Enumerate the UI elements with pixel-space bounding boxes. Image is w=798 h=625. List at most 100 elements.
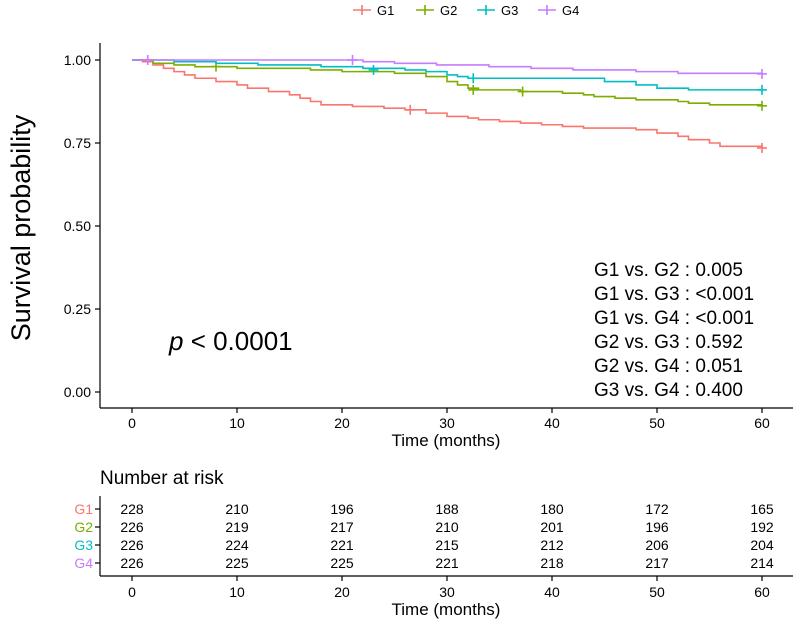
- risk-x-tick-label: 0: [128, 584, 136, 600]
- x-ticks: 0 10 20 30 40 50 60: [128, 408, 770, 431]
- risk-row-g4: G4 226 225 225 221 218 217 214: [74, 555, 774, 571]
- legend: G1 G2 G3 G4: [353, 3, 579, 18]
- risk-cell: 225: [225, 555, 249, 571]
- risk-cell: 226: [120, 537, 144, 553]
- censor-mark-g3: [468, 73, 479, 84]
- pairwise-line: G1 vs. G4 : <0.001: [594, 308, 754, 329]
- censor-mark-g1: [405, 104, 416, 115]
- risk-cell: 172: [645, 501, 669, 517]
- y-axis-title: Survival probability: [6, 114, 36, 341]
- legend-label: G3: [501, 3, 518, 18]
- risk-cell: 228: [120, 501, 144, 517]
- risk-x-tick-label: 20: [334, 584, 350, 600]
- risk-cell: 201: [540, 519, 564, 535]
- x-tick-label: 20: [334, 415, 350, 431]
- risk-cell: 226: [120, 555, 144, 571]
- censor-mark-g3: [757, 84, 767, 95]
- pairwise-line: G2 vs. G3 : 0.592: [594, 332, 743, 353]
- risk-cell: 196: [645, 519, 669, 535]
- y-ticks: 0.00 0.25 0.50 0.75 1.00: [64, 52, 100, 400]
- censor-mark-g1: [757, 142, 767, 153]
- legend-label: G2: [440, 3, 457, 18]
- pairwise-comparisons: G1 vs. G2 : 0.005 G1 vs. G3 : <0.001 G1 vs…: [594, 260, 754, 401]
- x-tick-label: 10: [229, 415, 245, 431]
- risk-cell: 218: [540, 555, 564, 571]
- legend-item-g3: G3: [477, 3, 518, 18]
- risk-x-tick-label: 40: [544, 584, 560, 600]
- risk-table-title: Number at risk: [100, 468, 224, 489]
- risk-row-g3: G3 226 224 221 215 212 206 204: [74, 537, 774, 553]
- risk-x-tick-label: 60: [754, 584, 770, 600]
- risk-cell: 180: [540, 501, 564, 517]
- pairwise-line: G1 vs. G3 : <0.001: [594, 284, 754, 305]
- risk-row-g1: G1 228 210 196 188 180 172 165: [74, 501, 774, 517]
- risk-cell: 210: [435, 519, 459, 535]
- p-value: < 0.0001: [183, 326, 292, 356]
- x-axis-title: Time (months): [392, 431, 501, 450]
- risk-cell: 212: [540, 537, 564, 553]
- risk-cell: 219: [225, 519, 249, 535]
- risk-row-label: G4: [74, 555, 93, 571]
- risk-cell: 204: [750, 537, 774, 553]
- risk-cell: 192: [750, 519, 774, 535]
- risk-cell: 221: [435, 555, 459, 571]
- y-tick-label: 0.50: [64, 218, 91, 234]
- y-tick-label: 0.25: [64, 301, 91, 317]
- legend-label: G4: [562, 3, 579, 18]
- risk-row-label: G1: [74, 501, 93, 517]
- risk-x-ticks: 0 10 20 30 40 50 60: [128, 576, 770, 600]
- risk-row-label: G2: [74, 519, 93, 535]
- risk-row-g2: G2 226 219 217 210 201 196 192: [74, 519, 774, 535]
- risk-cell: 188: [435, 501, 459, 517]
- x-tick-label: 30: [439, 415, 455, 431]
- risk-cell: 214: [750, 555, 774, 571]
- risk-x-axis-title: Time (months): [392, 600, 501, 619]
- risk-rows: G1 228 210 196 188 180 172 165 G2 226 219 217 210 201…: [74, 501, 774, 571]
- risk-cell: 215: [435, 537, 459, 553]
- y-tick-label: 0.00: [64, 384, 91, 400]
- p-symbol: p: [168, 326, 183, 356]
- survival-curve-g2: [132, 59, 763, 106]
- legend-item-g2: G2: [416, 3, 457, 18]
- risk-cell: 224: [225, 537, 249, 553]
- x-tick-label: 40: [544, 415, 560, 431]
- survival-curve-g4: [132, 59, 763, 75]
- risk-cell: 217: [645, 555, 669, 571]
- censor-mark-g4: [142, 55, 153, 65]
- risk-cell: 206: [645, 537, 669, 553]
- survival-curves: [132, 55, 767, 153]
- censor-mark-g2: [757, 100, 767, 111]
- censor-mark-g2: [517, 86, 528, 97]
- risk-x-tick-label: 30: [439, 584, 455, 600]
- y-tick-label: 1.00: [64, 52, 91, 68]
- main-plot: 0.00 0.25 0.50 0.75 1.00 0 10 20 30 40 50 60: [64, 43, 793, 431]
- x-tick-label: 50: [649, 415, 665, 431]
- censor-mark-g4: [757, 68, 767, 79]
- risk-cell: 221: [330, 537, 354, 553]
- pairwise-line: G2 vs. G4 : 0.051: [594, 356, 743, 377]
- y-tick-label: 0.75: [64, 135, 91, 151]
- x-tick-label: 60: [754, 415, 770, 431]
- risk-x-tick-label: 10: [229, 584, 245, 600]
- legend-item-g4: G4: [538, 3, 579, 18]
- x-tick-label: 0: [128, 415, 136, 431]
- censor-mark-g4: [347, 55, 358, 65]
- censor-mark-g2: [468, 84, 479, 95]
- risk-cell: 226: [120, 519, 144, 535]
- risk-row-label: G3: [74, 537, 93, 553]
- survival-curve-g3: [132, 59, 762, 91]
- risk-cell: 165: [750, 501, 774, 517]
- legend-item-g1: G1: [353, 3, 394, 18]
- risk-cell: 217: [330, 519, 354, 535]
- survival-curve-g1: [132, 59, 763, 148]
- legend-label: G1: [377, 3, 394, 18]
- risk-cell: 196: [330, 501, 354, 517]
- pairwise-line: G1 vs. G2 : 0.005: [594, 260, 743, 281]
- risk-cell: 210: [225, 501, 249, 517]
- pairwise-line: G3 vs. G4 : 0.400: [594, 380, 743, 401]
- risk-x-tick-label: 50: [649, 584, 665, 600]
- risk-cell: 225: [330, 555, 354, 571]
- censor-mark-g3: [368, 64, 379, 75]
